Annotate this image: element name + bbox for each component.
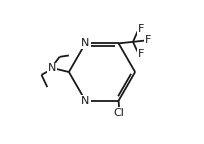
Text: F: F <box>145 35 151 46</box>
Text: N: N <box>81 38 90 48</box>
Text: N: N <box>81 96 90 106</box>
Text: F: F <box>138 49 144 59</box>
Text: F: F <box>138 24 144 34</box>
Text: Cl: Cl <box>114 108 125 118</box>
Text: N: N <box>48 63 57 73</box>
